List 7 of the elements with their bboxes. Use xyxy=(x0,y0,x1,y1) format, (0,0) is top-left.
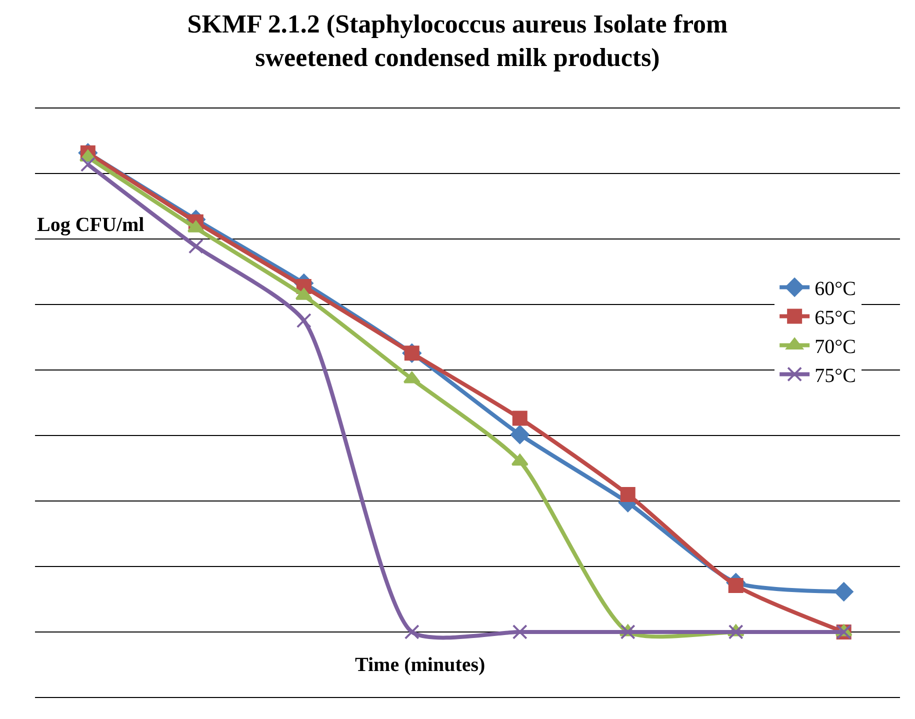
legend-label: 75°C xyxy=(814,365,856,388)
chart-title: SKMF 2.1.2 (Staphylococcus aureus Isolate from sweetened condensed milk products) xyxy=(187,9,728,72)
legend-label: 65°C xyxy=(814,307,856,330)
legend-label: 70°C xyxy=(814,336,856,358)
x-axis-title: Time (minutes) xyxy=(355,654,486,676)
legend-label: 60°C xyxy=(814,278,856,300)
y-axis-title: Log CFU/ml xyxy=(37,214,145,236)
